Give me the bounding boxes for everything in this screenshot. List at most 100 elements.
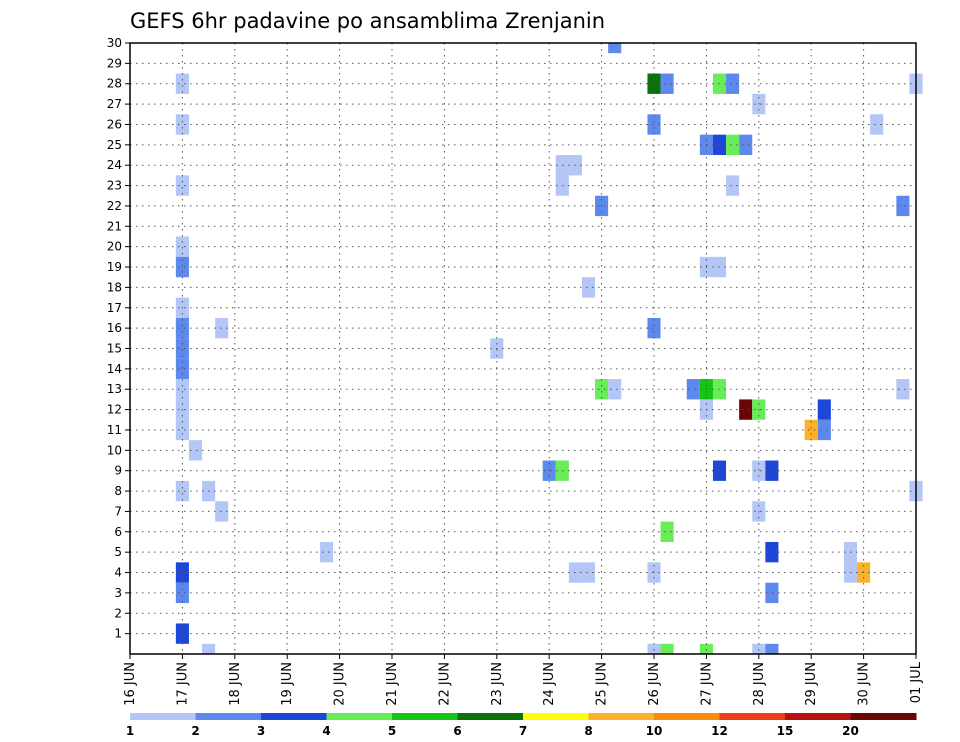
precip-cell [726,73,740,94]
precip-cell [175,317,189,339]
precip-cell [817,419,831,441]
precip-cell [175,256,189,278]
colorbar-segment [130,713,196,720]
precip-cell [765,643,779,654]
colorbar-label: 3 [257,724,265,738]
y-tick-label: 17 [107,301,122,315]
y-tick-label: 8 [114,484,122,498]
x-tick-label: 28 JUN [752,662,767,706]
colorbar-label: 7 [519,724,527,738]
y-tick-label: 11 [107,423,122,437]
y-tick-label: 1 [114,627,122,641]
y-tick-label: 21 [107,219,122,233]
precip-cell [581,277,596,298]
colorbar-label: 10 [646,724,663,738]
x-tick-label: 01 JUL [909,661,924,703]
precip-cell [608,43,622,54]
y-tick-label: 24 [107,158,122,172]
y-tick-label: 30 [107,36,122,50]
precip-cell [726,175,740,196]
precip-cell [752,460,766,481]
y-axis-ticks: 1234567891011121314151617181920212223242… [107,36,130,641]
x-tick-label: 24 JUN [542,662,557,706]
plot-frame [129,42,917,655]
precip-cell [896,379,910,400]
y-tick-label: 4 [114,566,122,580]
precip-cell [686,379,700,400]
y-tick-label: 16 [107,321,122,335]
precip-cell [739,399,753,420]
colorbar-label: 20 [842,724,859,738]
x-tick-label: 25 JUN [595,662,610,706]
y-tick-label: 23 [107,179,122,193]
precip-cell [804,419,818,441]
precip-cell [319,541,334,563]
precip-cell [595,379,609,400]
x-tick-label: 19 JUN [280,662,295,706]
y-tick-label: 3 [114,586,122,600]
chart-title: GEFS 6hr padavine po ansamblima Zrenjani… [130,9,605,33]
y-tick-label: 13 [107,382,122,396]
precip-cell [581,562,596,583]
precip-cell [175,562,189,583]
precip-cell [175,73,189,94]
precip-cell [215,501,229,522]
precip-cell [660,521,674,542]
y-tick-label: 27 [107,97,122,111]
precip-cell [647,643,661,654]
precip-cell [817,399,831,420]
precip-cell [896,195,910,217]
colorbar-segment [785,713,851,720]
x-tick-label: 27 JUN [699,662,714,706]
colorbar-label: 12 [711,724,728,738]
precip-cell [175,358,189,380]
precip-cell [175,379,189,400]
colorbar-label: 5 [388,724,396,738]
colorbar-label: 2 [191,724,199,738]
y-tick-label: 18 [107,280,122,294]
y-tick-label: 2 [114,606,122,620]
precip-cell [647,562,661,583]
precip-cell [175,480,189,502]
y-tick-label: 22 [107,199,122,213]
colorbar-segment [326,713,393,720]
precip-cell [175,419,189,441]
precip-cell [647,114,661,135]
colorbar-segment [261,713,327,720]
y-tick-label: 14 [107,362,122,376]
precip-cell [175,236,189,257]
precip-cell [660,73,674,94]
y-tick-label: 6 [114,525,122,539]
colorbar-label: 1 [126,724,134,738]
x-tick-label: 18 JUN [228,662,243,706]
precip-cell [647,73,661,94]
colorbar-segment [850,713,917,720]
colorbar-segment [654,713,720,720]
precip-cell [765,582,779,604]
ensemble-cells [175,43,923,654]
precip-cell [542,460,556,481]
precip-cell [726,134,740,156]
x-tick-label: 17 JUN [175,662,190,706]
colorbar-label: 15 [777,724,794,738]
precip-cell [765,460,779,481]
colorbar: 1 2 3 4 5 6 7 8 10 12 15 20 [126,713,917,738]
colorbar-label: 4 [322,724,330,738]
colorbar-segment [195,713,262,720]
colorbar-segment [392,713,458,720]
y-tick-label: 7 [114,504,122,518]
x-tick-label: 29 JUN [804,662,819,706]
x-tick-label: 20 JUN [333,662,348,706]
precip-cell [699,643,713,654]
precip-cell [739,134,753,156]
precip-cell [647,317,661,339]
grid-lines [130,42,916,654]
y-tick-label: 29 [107,56,122,70]
y-tick-label: 19 [107,260,122,274]
precip-cell [175,175,189,196]
y-tick-label: 25 [107,138,122,152]
colorbar-segment [588,713,655,720]
y-tick-label: 28 [107,77,122,91]
x-tick-label: 16 JUN [123,662,138,706]
